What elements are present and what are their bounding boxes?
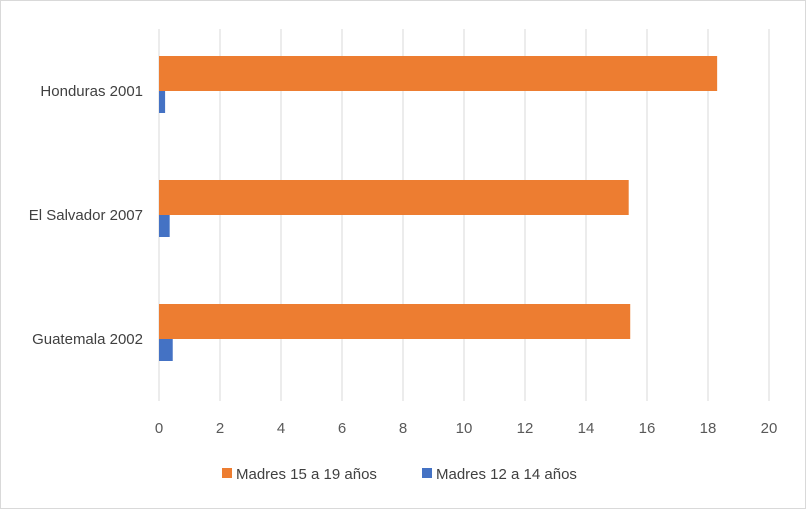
legend-label: Madres 15 a 19 años <box>236 466 377 483</box>
x-tick-label: 18 <box>700 420 717 437</box>
x-tick-label: 4 <box>277 420 285 437</box>
legend-swatch <box>422 468 432 478</box>
category-label: Honduras 2001 <box>40 83 143 100</box>
x-tick-label: 20 <box>761 420 778 437</box>
legend-label: Madres 12 a 14 años <box>436 466 577 483</box>
x-tick-label: 8 <box>399 420 407 437</box>
bar-madres-15-19 <box>159 56 718 91</box>
x-axis-ticks: 0 2 4 6 8 10 12 14 16 18 20 <box>155 420 778 437</box>
legend-swatch <box>222 468 232 478</box>
bars <box>159 56 718 361</box>
category-labels: Honduras 2001 El Salvador 2007 Guatemala 2… <box>29 83 143 348</box>
bar-madres-15-19 <box>159 180 629 215</box>
x-tick-label: 16 <box>639 420 656 437</box>
x-tick-label: 0 <box>155 420 163 437</box>
legend: Madres 15 a 19 años Madres 12 a 14 años <box>222 466 577 483</box>
bar-madres-12-14 <box>159 215 170 237</box>
bar-madres-15-19 <box>159 304 631 339</box>
x-tick-label: 14 <box>578 420 595 437</box>
x-tick-label: 12 <box>517 420 534 437</box>
bar-madres-12-14 <box>159 339 173 361</box>
bar-madres-12-14 <box>159 91 166 113</box>
category-label: El Salvador 2007 <box>29 207 143 224</box>
x-tick-label: 10 <box>456 420 473 437</box>
x-tick-label: 6 <box>338 420 346 437</box>
x-tick-label: 2 <box>216 420 224 437</box>
category-label: Guatemala 2002 <box>32 331 143 348</box>
